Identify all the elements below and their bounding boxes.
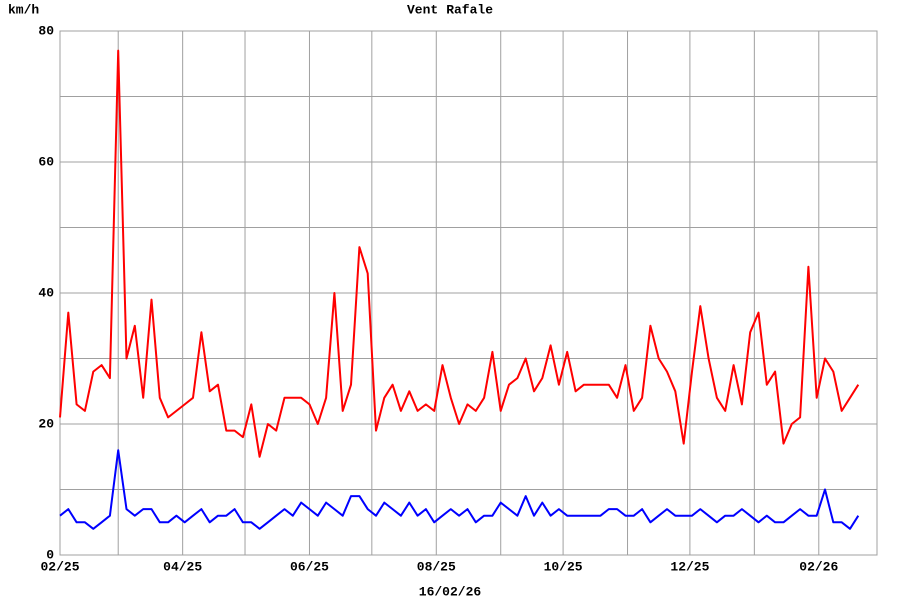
y-tick-label: 20 — [38, 416, 54, 431]
series-line — [59, 449, 860, 530]
legend-label: Vent — [407, 2, 438, 17]
y-axis-label: km/h — [8, 2, 39, 17]
plot-frame — [59, 30, 878, 556]
y-tick-label: 80 — [38, 23, 54, 38]
series-line — [59, 49, 860, 458]
y-tick-label: 0 — [46, 547, 54, 562]
y-tick-label: 40 — [38, 285, 54, 300]
legend-label: Rafale — [446, 2, 493, 17]
x-tick-label: 08/25 — [417, 559, 456, 574]
x-tick-label: 02/26 — [799, 559, 838, 574]
x-tick-label: 06/25 — [290, 559, 329, 574]
x-axis-label: 16/02/26 — [419, 584, 482, 599]
y-tick-label: 60 — [38, 154, 54, 169]
x-tick-label: 12/25 — [670, 559, 709, 574]
x-tick-label: 02/25 — [40, 559, 79, 574]
x-tick-label: 10/25 — [544, 559, 583, 574]
x-tick-label: 04/25 — [163, 559, 202, 574]
